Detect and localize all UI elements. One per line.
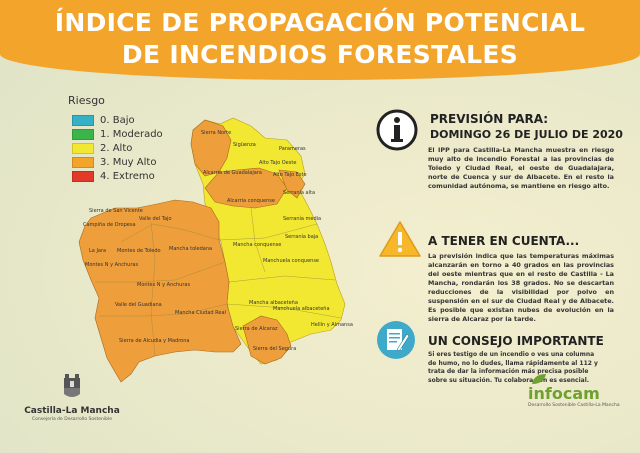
- prevision-heading-line2: DOMINGO 26 DE JULIO DE 2020: [430, 128, 623, 141]
- map-label: La Jara: [89, 248, 107, 254]
- map-label: Manchuela albaceteña: [273, 306, 330, 312]
- region-sierra-segura: [242, 315, 292, 365]
- castilla-la-mancha-logo: Castilla-La Mancha Consejería de Desarro…: [22, 372, 122, 422]
- legend-label: 0. Bajo: [100, 114, 135, 126]
- atencion-text: La previsión indica que las temperaturas…: [428, 252, 614, 323]
- map-label: Alto Tajo Este: [273, 172, 307, 178]
- legend-swatch: [72, 128, 94, 140]
- risk-legend: Riesgo 0. Bajo 1. Moderado 2. Alto 3. Mu…: [68, 94, 163, 183]
- legend-item-extremo: 4. Extremo: [72, 169, 163, 183]
- map-label: Alcarria conquense: [227, 198, 275, 204]
- region-map-svg: [78, 117, 346, 383]
- map-label: Sierra Norte: [201, 130, 232, 136]
- legend-title: Riesgo: [68, 94, 105, 107]
- prevision-heading-line1: PREVISIÓN PARA:: [430, 112, 549, 126]
- comarca-boundaries: [95, 207, 342, 357]
- map-label: Sierra del Segura: [253, 346, 297, 352]
- map-label: Montes N y Anchuras: [85, 262, 139, 268]
- consejo-text: Si eres testigo de un incendio o ves una…: [428, 351, 598, 384]
- map-label: Serranía media: [283, 216, 322, 222]
- legend-item-alto: 2. Alto: [72, 141, 163, 155]
- map-label: Sierra de San Vicente: [89, 208, 143, 214]
- legend-item-moderado: 1. Moderado: [72, 127, 163, 141]
- map-label: Montes N y Anchuras: [137, 282, 191, 288]
- map-label: Alto Tajo Oeste: [259, 160, 297, 166]
- page-title-line2: DE INCENDIOS FORESTALES: [121, 40, 519, 69]
- map-label: Alcarria de Guadalajara: [203, 170, 262, 176]
- map-label: Mancha Ciudad Real: [175, 310, 226, 316]
- coat-of-arms-icon: [64, 374, 80, 397]
- map-label: Campiña de Oropesa: [83, 222, 136, 228]
- legend-swatch: [72, 114, 94, 126]
- map-label: Sigüenza: [233, 142, 256, 148]
- infocam-sub: Desarrollo Sostenible Castilla-La Mancha: [528, 403, 620, 408]
- map-label: Sierra de Alcaraz: [235, 326, 278, 332]
- consejo-heading: UN CONSEJO IMPORTANTE: [428, 334, 604, 348]
- map-label: Mancha toledana: [169, 246, 213, 252]
- prevision-text: El IPP para Castilla-La Mancha muestra e…: [428, 146, 614, 190]
- risk-map: Sierra Norte Sigüenza Parameras Alcarria…: [55, 112, 355, 390]
- infocam-logo: infocam Desarrollo Sostenible Castilla-L…: [528, 374, 628, 408]
- map-label: Serranía alta: [283, 190, 316, 196]
- region-alcarria-conquense: [204, 167, 288, 209]
- map-label: Sierra de Alcudia y Madrona: [119, 338, 190, 344]
- map-label: Manchuela conquense: [263, 258, 319, 264]
- legend-swatch: [72, 142, 94, 154]
- map-label: Valle del Guadiana: [115, 302, 162, 308]
- region-serrania-alta: [278, 169, 306, 199]
- legend-label: 1. Moderado: [100, 128, 163, 140]
- region-muy-alto-west: [78, 199, 242, 383]
- legend-label: 4. Extremo: [100, 170, 155, 182]
- page-title-line1: ÍNDICE DE PROPAGACIÓN POTENCIAL: [54, 8, 586, 37]
- region-alcarria-guadalajara: [190, 119, 232, 177]
- legend-label: 3. Muy Alto: [100, 156, 157, 168]
- warning-icon: [379, 221, 421, 257]
- map-label: Serranía baja: [285, 234, 319, 240]
- infocam-name: infocam: [528, 384, 600, 403]
- clm-name: Castilla-La Mancha: [24, 406, 120, 416]
- document-edit-icon: [377, 321, 415, 359]
- legend-item-muy-alto: 3. Muy Alto: [72, 155, 163, 169]
- map-label: Montes de Toledo: [117, 248, 161, 254]
- legend-item-bajo: 0. Bajo: [72, 113, 163, 127]
- legend-swatch: [72, 156, 94, 168]
- map-label: Hellín y Almansa: [311, 322, 353, 328]
- legend-swatch: [72, 170, 94, 182]
- title-banner: ÍNDICE DE PROPAGACIÓN POTENCIAL DE INCEN…: [0, 0, 640, 80]
- clm-sub: Consejería de Desarrollo Sostenible: [32, 417, 112, 422]
- map-label: Valle del Tajo: [139, 216, 172, 222]
- info-icon: [376, 109, 418, 151]
- map-label: Parameras: [279, 146, 306, 152]
- legend-label: 2. Alto: [100, 142, 133, 154]
- map-label: Mancha albaceteña: [249, 300, 298, 306]
- infocam-leaf-icon: [532, 374, 546, 384]
- atencion-heading: A TENER EN CUENTA...: [428, 234, 580, 248]
- map-label: Mancha conquense: [233, 242, 282, 248]
